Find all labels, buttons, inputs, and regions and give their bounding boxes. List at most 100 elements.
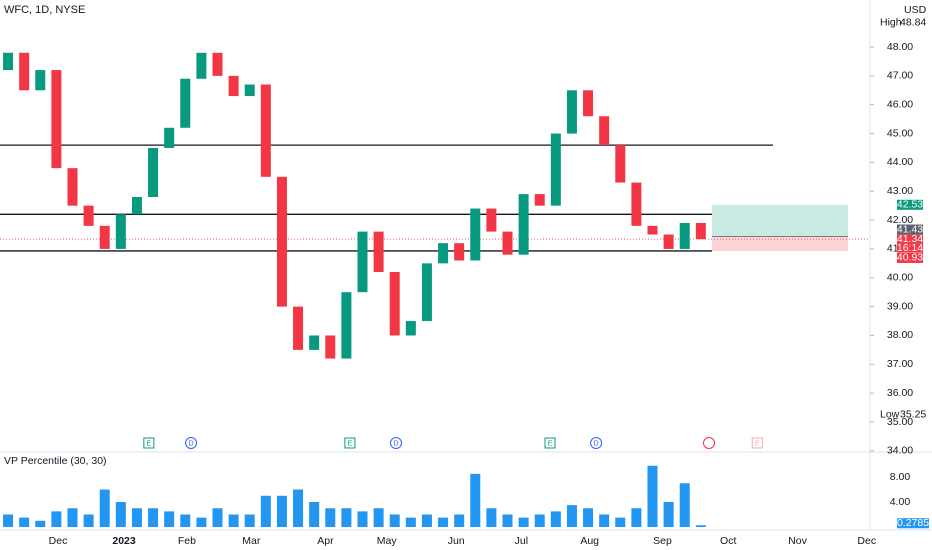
y-tick-label: 39.00: [887, 300, 913, 312]
entry-tag: 41.43: [897, 223, 923, 235]
candle-body: [276, 176, 287, 307]
vp-bar: [454, 514, 465, 527]
vp-bar: [260, 495, 271, 527]
y-tick-label: 45.00: [887, 127, 913, 139]
x-tick-label: Apr: [317, 535, 334, 547]
x-tick-label: 2023: [112, 535, 136, 547]
vp-bar: [518, 517, 529, 527]
x-tick-label: Jul: [515, 535, 528, 547]
y-tick-label: 34.00: [887, 445, 913, 457]
event-badge: [544, 437, 556, 449]
vp-bar: [550, 511, 561, 527]
vp-bar: [470, 473, 481, 527]
candle-body: [583, 90, 594, 117]
candle-body: [325, 335, 336, 359]
candle-body: [599, 116, 610, 146]
event-badge: [390, 437, 403, 449]
candle-body: [293, 306, 304, 350]
candle-body: [35, 70, 46, 91]
vp-last-value: 0.2785: [897, 517, 929, 529]
candle-body: [180, 78, 191, 128]
candle-body: [695, 222, 706, 240]
y-tick-label: 35.00: [887, 416, 913, 428]
y-tick-label: 37.00: [887, 358, 913, 370]
candle-body: [615, 145, 626, 183]
entry-tag-bg: [897, 224, 923, 235]
y-tick-label: 43.00: [887, 185, 913, 197]
candle-body: [51, 70, 62, 169]
dividend-icon: [703, 437, 715, 449]
candle-body: [470, 208, 481, 261]
candle-body: [534, 194, 545, 206]
candle-body: [454, 243, 465, 261]
candle-body: [518, 194, 529, 255]
x-tick-label: Jun: [448, 535, 465, 547]
candle-body: [631, 182, 642, 226]
vp-bar: [19, 517, 30, 527]
candle-body: [3, 52, 14, 71]
event-label: D: [393, 440, 398, 447]
countdown: 16:14: [897, 242, 923, 254]
x-tick-label: Aug: [580, 535, 599, 547]
y-tick-label: 46.00: [887, 98, 913, 110]
y-tick-label: 36.00: [887, 387, 913, 399]
event-badge: [185, 437, 198, 449]
vp-bar: [421, 514, 432, 527]
vp-bar: [325, 508, 336, 527]
vp-bar: [679, 483, 690, 527]
event-label: D: [594, 440, 599, 447]
vp-bar: [244, 514, 255, 527]
candle-body: [115, 214, 126, 249]
vp-bar: [534, 514, 545, 527]
vp-bar: [180, 514, 191, 527]
vp-bar: [115, 502, 126, 527]
candle-body: [679, 222, 690, 249]
indicator-title: VP Percentile (30, 30): [4, 455, 107, 467]
countdown-bg: [897, 243, 923, 253]
candle-body: [438, 243, 449, 264]
event-label: E: [147, 440, 152, 447]
vp-bar: [228, 514, 239, 527]
event-badge: [344, 437, 356, 449]
candle-body: [131, 197, 142, 215]
symbol-title: WFC, 1D, NYSE: [4, 4, 85, 16]
candle-body: [486, 208, 497, 232]
candle-body: [212, 52, 223, 76]
profit-zone: [712, 204, 848, 237]
vp-bar: [486, 508, 497, 527]
stop-tag: 40.93: [897, 252, 923, 264]
currency: USD: [904, 4, 927, 16]
vp-bar: [293, 489, 304, 527]
vp-bar: [502, 514, 513, 527]
candle-body: [421, 263, 432, 322]
y-tick-label: 42.00: [887, 214, 913, 226]
vp-bar: [276, 495, 287, 527]
vp-bar: [148, 508, 159, 527]
candle-body: [19, 52, 30, 91]
candle-body: [663, 234, 674, 249]
target-tag-bg: [897, 199, 923, 210]
candle-body: [228, 75, 239, 97]
vp-bar: [357, 511, 368, 527]
vp-bar: [164, 511, 175, 527]
event-label: E: [548, 440, 553, 447]
candle-body: [67, 168, 78, 206]
candle-body: [550, 133, 561, 206]
candle-body: [341, 292, 352, 359]
vp-bar: [663, 502, 674, 527]
vp-bar: [389, 514, 400, 527]
vp-bar: [438, 517, 449, 527]
vp-bar: [51, 511, 62, 527]
y-tick-label: 40.00: [887, 272, 913, 284]
vp-bar: [131, 508, 142, 527]
event-label: E: [348, 440, 353, 447]
vp-bar: [99, 489, 110, 527]
y-tick-label: 8.00: [890, 471, 911, 483]
candle-body: [148, 147, 159, 198]
vp-bar: [599, 514, 610, 527]
y-tick-label: 38.00: [887, 329, 913, 341]
vp-bar: [583, 508, 594, 527]
candle-body: [309, 335, 320, 350]
high-label: High: [880, 17, 902, 29]
